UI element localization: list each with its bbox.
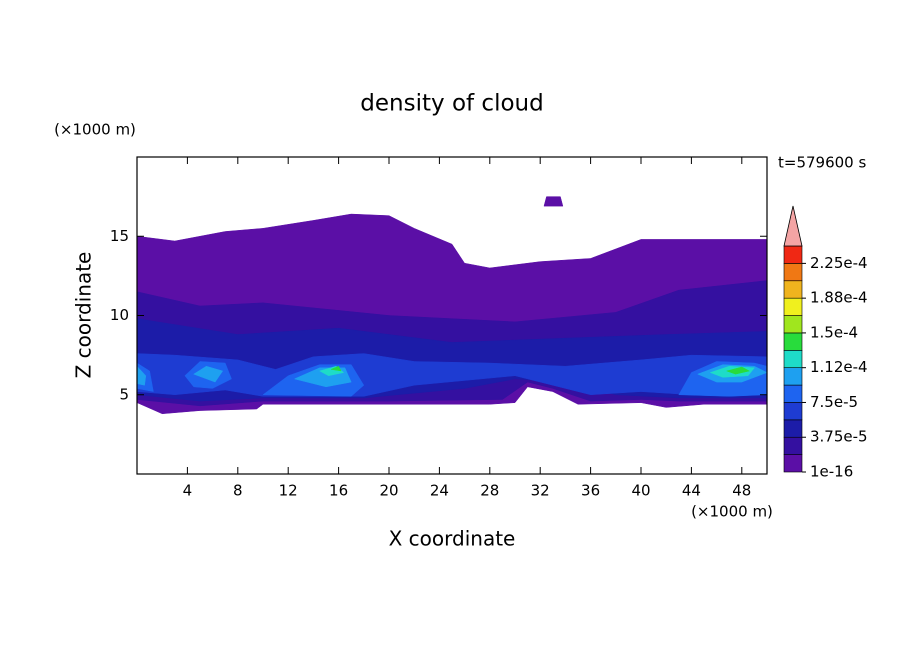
x-unit: (×1000 m) [691,503,773,521]
colorbar-label: 1.5e-4 [810,323,858,341]
contour-region [330,365,342,372]
time-label: t=579600 s [778,154,866,172]
chart-title: density of cloud [360,91,543,117]
x-tick-label: 32 [531,482,550,500]
colorbar-box [783,454,803,473]
x-tick-label: 24 [430,482,449,500]
y-tick-label: 10 [110,306,129,324]
colorbar-box [783,436,803,455]
x-tick-label: 36 [581,482,600,500]
x-tick-label: 12 [279,482,298,500]
colorbar-box [783,315,803,334]
x-tick-label: 4 [183,482,193,500]
contour-region [725,366,751,375]
x-tick-label: 28 [480,482,499,500]
colorbar-box [783,280,803,299]
colorbar-label: 3.75e-5 [810,428,868,446]
colorbar-box [783,263,803,282]
colorbar-box [783,350,803,368]
y-axis-label: Z coordinate [72,252,96,379]
x-tick-label: 40 [631,482,650,500]
x-tick-label: 20 [379,482,398,500]
colorbar-label: 2.25e-4 [810,254,868,272]
x-axis-label: X coordinate [389,527,516,551]
colorbar-box [783,384,803,403]
colorbar-label: 7.5e-5 [810,393,858,411]
colorbar-extend [783,205,803,247]
colorbar-box [783,419,803,438]
y-tick-label: 15 [110,227,129,245]
contour-region [543,196,564,207]
x-tick-label: 44 [682,482,701,500]
contour-region [193,365,224,383]
colorbar-box [783,367,803,386]
colorbar-label: 1.12e-4 [810,358,868,376]
x-tick-label: 48 [732,482,751,500]
colorbar-box [783,245,803,264]
colorbar-label: 1.88e-4 [810,289,868,307]
colorbar-box [783,402,803,421]
colorbar-box [783,297,803,316]
x-tick-label: 8 [233,482,243,500]
x-tick-label: 16 [329,482,348,500]
colorbar-label: 1e-16 [810,463,853,481]
colorbar-box [783,332,803,351]
y-tick-label: 5 [119,385,129,403]
y-unit: (×1000 m) [54,121,136,139]
